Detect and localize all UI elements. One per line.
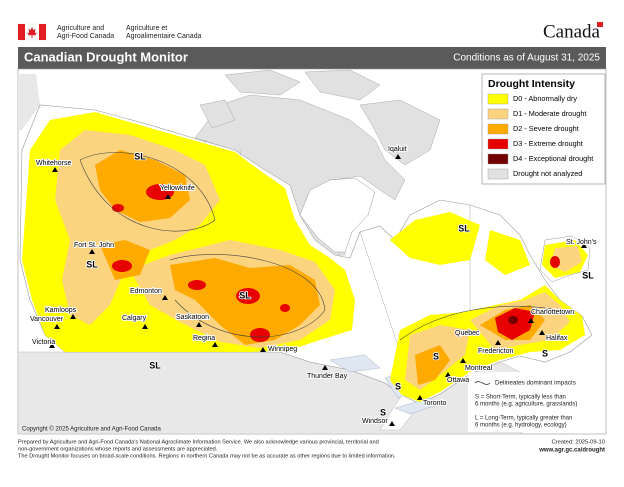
legend-label: D1 - Moderate drought [513,109,586,118]
city-marker [70,314,76,319]
city-marker [460,358,466,363]
city-marker [389,421,395,426]
impact-label: SL [458,223,470,233]
city-marker [528,318,534,323]
footer-created: Created: 2025-09-10 [552,440,606,446]
legend-label: D4 - Exceptional drought [513,154,593,163]
city-marker [465,329,471,334]
city-marker [142,324,148,329]
legend: Drought Intensity D0 - Abnormally dry D1 … [481,73,606,185]
agency-fr: Agroalimentaire Canada [126,33,202,40]
city-label: Fort St. John [74,242,114,249]
impact-line-symbol [474,381,491,385]
legend-label: D3 - Extreme drought [513,139,583,148]
impact-label: SL [149,360,161,370]
city-label: Victoria [32,339,55,346]
copyright: Copyright © 2025 Agriculture and Agri-Fo… [22,426,162,433]
city-marker [52,167,58,172]
city-label: Vancouver [30,316,64,323]
city-label: Charlottetown [531,309,574,316]
city-label: Whitehorse [36,160,72,167]
city-label: Calgary [122,315,147,322]
city-label: Montreal [465,365,493,372]
city-label: St. John's [566,239,597,246]
city-label: Winnipeg [268,346,297,353]
legend-swatch [487,153,509,165]
impact-line-text: Delineates dominant impacts [495,380,576,387]
city-label: Kamloops [45,307,77,314]
city-label: Regina [193,335,215,342]
legend-label: Drought not analyzed [513,169,582,178]
city-label: Iqaluit [388,146,407,153]
impact-label: S [395,381,401,391]
footer-line: The Drought Monitor focuses on broad-sca… [18,453,396,459]
impact-long: 6 months (e.g. hydrology, ecology) [475,423,567,429]
city-marker [260,347,266,352]
city-label: Quebec [455,330,480,337]
impact-short: S = Short-Term, typically less than [475,395,566,401]
footer-line: Prepared by Agriculture and Agri-Food Ca… [18,439,379,445]
city-marker [539,330,545,335]
footer-url: www.agr.gc.ca/drought [538,448,605,454]
title-bar [18,47,606,69]
impact-long: L = Long-Term, typically greater than [475,416,572,422]
legend-swatch [487,123,509,135]
wordmark: Canada [543,21,601,42]
city-marker [49,343,55,348]
city-label: Thunder Bay [307,373,348,380]
impact-label: SL [239,290,251,300]
conditions-date: Conditions as of August 31, 2025 [453,53,600,64]
city-label: Toronto [423,400,446,407]
city-marker [417,395,423,400]
city-marker [445,372,451,377]
impact-label: S [380,407,386,417]
legend-swatch [487,93,509,105]
city-marker [196,322,202,327]
legend-label: D2 - Severe drought [513,124,579,133]
legend-swatch [487,168,509,180]
city-marker [581,243,587,248]
legend-swatch [487,108,509,120]
city-marker [212,342,218,347]
title: Canadian Drought Monitor [24,49,188,64]
city-marker [89,249,95,254]
impact-label: SL [134,151,146,161]
city-label: Yellowknife [160,185,195,192]
impact-legend: Delineates dominant impacts S = Short-Te… [468,372,605,432]
city-marker [165,194,171,199]
city-marker [495,340,501,345]
legend-title: Drought Intensity [488,78,575,90]
impact-legend-box [468,372,605,432]
impact-label: S [433,351,439,361]
city-marker [162,295,168,300]
impact-label: S [542,348,548,358]
city-label: Saskatoon [176,314,209,321]
wordmark-flag [597,22,603,27]
city-label: Windsor [362,418,388,425]
agency-en: Agri-Food Canada [57,33,114,40]
agency-fr: Agriculture et [126,25,167,32]
agency-en: Agriculture and [57,25,104,32]
impact-label: SL [582,270,594,280]
city-label: Ottawa [447,377,469,384]
city-marker [395,154,401,159]
impact-short: 6 months (e.g. agriculture, grasslands) [475,402,577,408]
flag [17,23,47,41]
impact-label: SL [86,259,98,269]
legend-swatch [487,138,509,150]
map [17,69,593,435]
city-label: Edmonton [130,288,162,295]
city-marker [322,365,328,370]
legend-label: D0 - Abnormally dry [513,94,577,103]
city-marker [54,324,60,329]
footer-line: non-government organizations whose repor… [18,446,218,452]
city-label: Halifax [546,335,568,342]
city-label: Fredericton [478,348,514,355]
